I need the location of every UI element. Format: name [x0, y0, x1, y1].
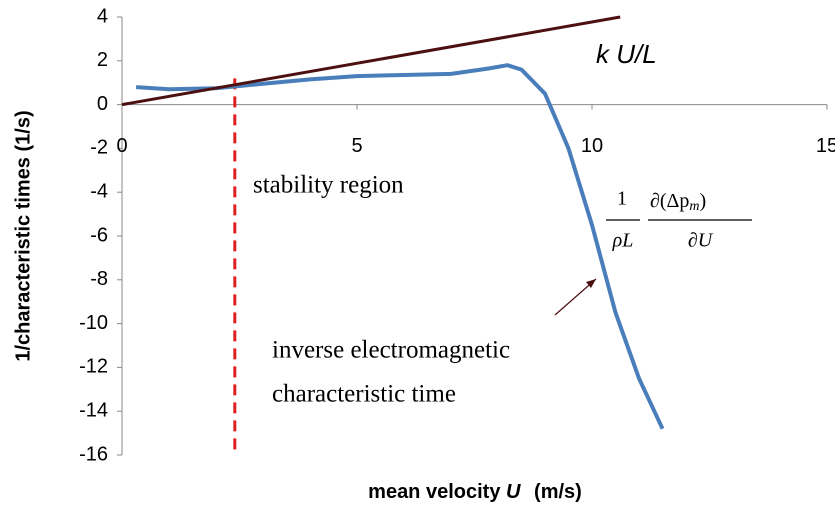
x-tick-label: 0 — [116, 135, 127, 157]
y-tick-label: -14 — [79, 399, 108, 421]
formula-part: ∂(Δp — [650, 190, 689, 212]
formula-part: m — [689, 199, 699, 214]
x-title-part: U — [506, 481, 521, 503]
series-line — [135, 63, 665, 430]
y-axis-title: 1/characteristic times (1/s) — [12, 110, 34, 361]
line-label: k U/L — [596, 39, 657, 69]
formula-part: ) — [700, 190, 707, 212]
y-tick-label: -8 — [90, 268, 108, 290]
y-tick-label: -16 — [79, 443, 108, 465]
series-line — [121, 15, 621, 107]
formula-part: ∂U — [688, 230, 714, 252]
y-tick-label: -10 — [79, 312, 108, 334]
x-tick-label: 10 — [581, 135, 603, 157]
x-title-part: (m/s) — [534, 481, 582, 503]
y-tick-label: -2 — [90, 137, 108, 159]
annotation: inverse electromagnetic — [272, 337, 510, 364]
y-tick-label: -12 — [79, 356, 108, 378]
y-tick-label: 0 — [97, 93, 108, 115]
y-tick-label: -6 — [90, 224, 108, 246]
formula-part: 1 — [617, 188, 627, 210]
formula: 1 ρL ∂(Δpm) ∂U — [606, 188, 752, 252]
x-axis-title: mean velocity U (m/s) — [368, 481, 582, 503]
y-tick-label: 2 — [97, 49, 108, 71]
y-tick-label: 4 — [97, 5, 108, 27]
formula-part: ρL — [612, 230, 634, 252]
annotation: characteristic time — [272, 381, 456, 408]
x-tick-label: 15 — [816, 135, 835, 157]
x-title-part: mean velocity — [368, 481, 501, 503]
annotation: stability region — [253, 172, 404, 199]
arrow-head — [586, 279, 596, 288]
x-tick-label: 5 — [351, 135, 362, 157]
plot: 4 2 0 -2 -4 -6 -8 -10 -12 -14 -16 0 5 10 15 — [79, 5, 835, 465]
y-tick-label: -4 — [90, 180, 108, 202]
formula-part: ∂(Δpm) — [650, 190, 706, 215]
